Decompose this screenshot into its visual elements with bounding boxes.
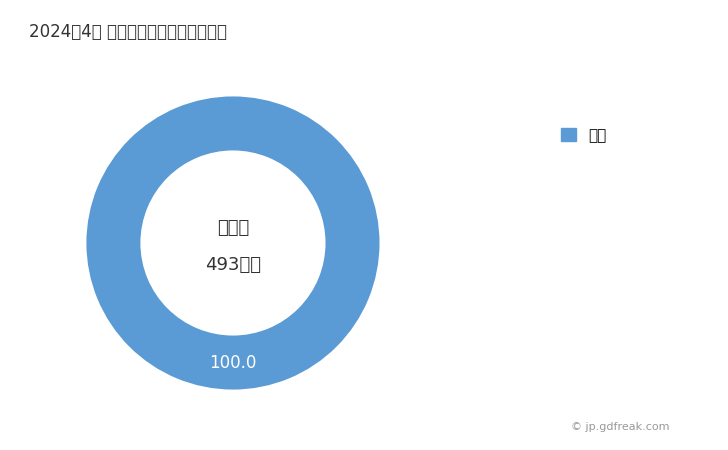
Text: © jp.gdfreak.com: © jp.gdfreak.com xyxy=(571,422,670,432)
Text: 総　額: 総 額 xyxy=(217,219,249,237)
Text: 100.0: 100.0 xyxy=(209,354,257,372)
Text: 493万円: 493万円 xyxy=(205,256,261,274)
Wedge shape xyxy=(85,95,381,391)
Legend: タイ: タイ xyxy=(555,122,613,149)
Text: 2024年4月 輸出相手国のシェア（％）: 2024年4月 輸出相手国のシェア（％） xyxy=(29,22,227,40)
